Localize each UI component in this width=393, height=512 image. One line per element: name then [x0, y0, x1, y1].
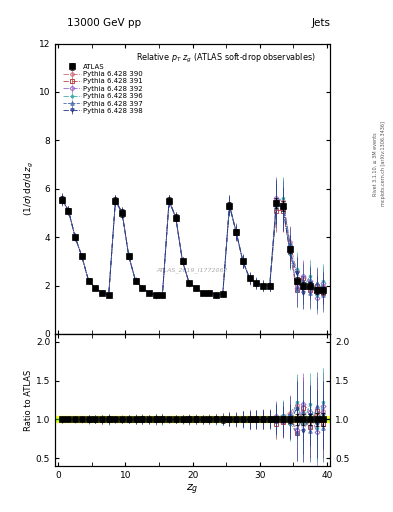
Text: Jets: Jets [311, 18, 330, 28]
X-axis label: $z_g$: $z_g$ [186, 482, 199, 497]
Y-axis label: $(1/\sigma)\,\mathrm{d}\sigma/\mathrm{d}\,z_g$: $(1/\sigma)\,\mathrm{d}\sigma/\mathrm{d}… [23, 161, 36, 216]
Text: 13000 GeV pp: 13000 GeV pp [67, 18, 141, 28]
Y-axis label: Ratio to ATLAS: Ratio to ATLAS [24, 369, 33, 431]
Text: mcplots.cern.ch [arXiv:1306.3436]: mcplots.cern.ch [arXiv:1306.3436] [381, 121, 386, 206]
Text: ATLAS_2019_I1772062: ATLAS_2019_I1772062 [157, 267, 228, 273]
Text: Relative $p_{T}$ $z_{g}$ (ATLAS soft-drop observables): Relative $p_{T}$ $z_{g}$ (ATLAS soft-dro… [136, 52, 315, 66]
Text: Rivet 3.1.10, ≥ 3M events: Rivet 3.1.10, ≥ 3M events [373, 132, 378, 196]
Legend: ATLAS, Pythia 6.428 390, Pythia 6.428 391, Pythia 6.428 392, Pythia 6.428 396, P: ATLAS, Pythia 6.428 390, Pythia 6.428 39… [61, 61, 145, 117]
